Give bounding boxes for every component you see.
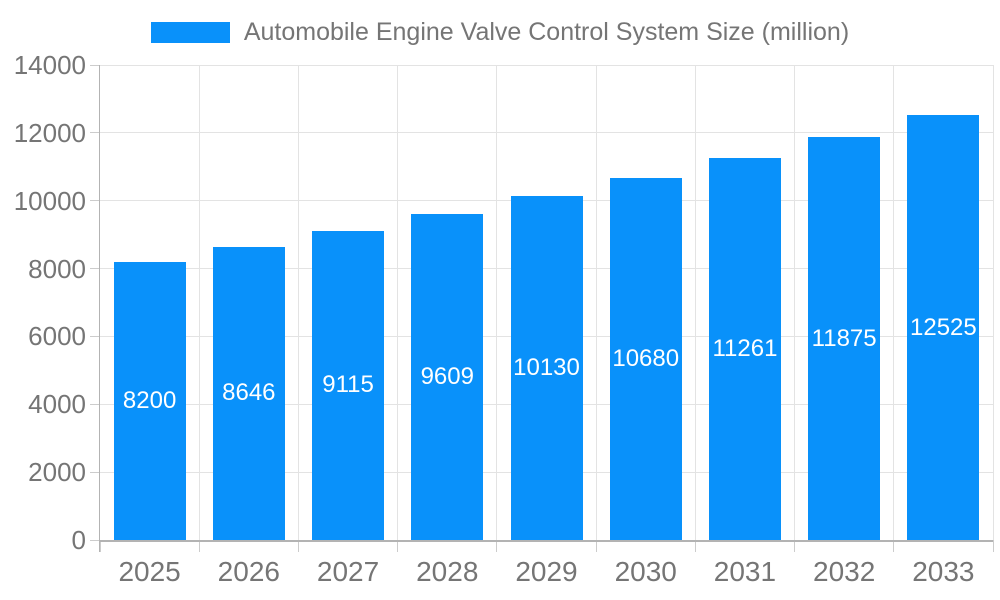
y-axis-tick-label: 0 [71,525,86,555]
x-axis-tick-label: 2025 [118,556,181,587]
y-axis-tick-label: 2000 [28,457,86,488]
y-axis-tick-label: 12000 [13,117,86,148]
bar-value-label: 11261 [712,334,778,362]
x-axis-tick [893,540,895,552]
y-axis-tick [90,200,100,202]
bar[interactable]: 11261 [708,157,781,540]
v-gridline [794,65,796,540]
x-axis-tick [99,540,101,552]
y-axis-tick-label: 14000 [13,50,86,80]
bar-value-label: 9115 [322,371,374,399]
x-axis-tick-label: 2027 [316,556,380,587]
v-gridline [893,65,895,540]
x-axis-line [98,540,993,542]
bar-value-label: 8646 [222,379,276,407]
x-axis-tick [198,540,200,552]
y-axis-tick [90,268,100,270]
y-axis-line [98,65,100,552]
v-gridline [992,65,994,540]
bar[interactable]: 10680 [609,177,682,540]
y-axis-tick-label: 6000 [28,321,86,352]
bar[interactable]: 10130 [510,196,583,540]
v-gridline [694,65,696,540]
legend[interactable]: Automobile Engine Valve Control System S… [0,20,1000,45]
legend-label: Automobile Engine Valve Control System S… [243,18,850,46]
v-gridline [297,65,299,540]
bar[interactable]: 8646 [212,246,285,540]
y-axis-tick [90,471,100,473]
bar[interactable]: 9609 [411,213,484,540]
x-axis-tick-label: 2030 [614,556,677,587]
plot-area: 8200 8646 9115 9609 10130 10680 11261 11875 1252… [100,64,994,540]
bar[interactable]: 12525 [907,115,980,540]
y-axis-tick-label: 8000 [28,253,86,284]
x-axis-tick-label: 2029 [515,556,578,587]
bar-value-label: 9609 [420,362,474,390]
bar-value-label: 10130 [513,354,580,382]
bar[interactable]: 9115 [312,230,385,540]
bar-value-label: 10680 [612,344,680,372]
x-axis-tick-label: 2033 [912,556,975,587]
x-axis-tick [694,540,696,552]
x-axis-tick-label: 2032 [813,556,876,587]
v-gridline [397,65,399,540]
y-axis-tick-label: 10000 [13,185,86,216]
y-axis-tick-label: 4000 [28,389,86,420]
x-axis-tick-label: 2026 [217,556,280,587]
y-axis-tick [90,335,100,337]
y-axis-tick [90,539,100,541]
v-gridline [496,65,498,540]
bar-value-label: 8200 [122,386,177,414]
x-axis-tick [595,540,597,552]
legend-swatch-icon [150,22,230,43]
x-axis-tick [496,540,498,552]
y-axis-tick [90,403,100,405]
v-gridline [198,65,200,540]
x-axis-tick [397,540,399,552]
y-axis-tick [90,132,100,134]
x-axis-tick-label: 2028 [416,556,479,587]
x-axis-tick-label: 2031 [713,556,777,587]
bar-value-label: 12525 [910,313,977,341]
x-axis-tick [297,540,299,552]
h-gridline [100,64,993,66]
x-axis-tick [794,540,796,552]
y-axis-tick [90,64,100,66]
x-axis-tick [992,540,994,552]
bar[interactable]: 11875 [808,137,881,540]
bar[interactable]: 8200 [113,261,186,540]
bar-value-label: 11875 [811,324,877,352]
v-gridline [595,65,597,540]
h-gridline [100,132,993,134]
